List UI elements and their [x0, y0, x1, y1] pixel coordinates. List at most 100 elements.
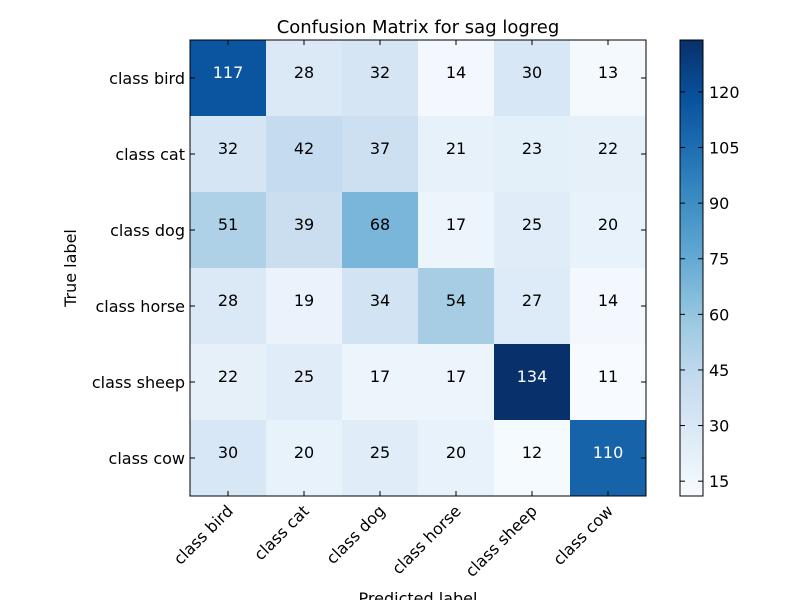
y-tick-label: class dog: [110, 221, 185, 240]
heatmap-cell: [494, 116, 571, 193]
heatmap-cell: [418, 268, 495, 345]
heatmap-cell: [342, 116, 419, 193]
heatmap-cell: [570, 420, 647, 497]
cell-value: 12: [522, 443, 542, 462]
cell-value: 14: [598, 291, 618, 310]
x-tick-label: class dog: [322, 501, 388, 567]
cell-value: 39: [294, 215, 314, 234]
chart-title: Confusion Matrix for sag logreg: [277, 17, 560, 38]
heatmap-cell: [190, 40, 267, 117]
x-tick-label: class cow: [549, 501, 617, 569]
cell-value: 32: [218, 139, 238, 158]
heatmap-cell: [190, 192, 267, 269]
heatmap-cell: [494, 420, 571, 497]
heatmap-cell: [418, 40, 495, 117]
heatmap-cell: [418, 420, 495, 497]
colorbar-ticks: 15 30 45 60 75 90 105 120: [680, 83, 740, 491]
cell-value: 110: [593, 443, 624, 462]
heatmap-cell: [342, 40, 419, 117]
cell-value: 51: [218, 215, 238, 234]
colorbar-tick-label: 15: [709, 472, 729, 491]
heatmap-cell: [418, 192, 495, 269]
cell-value: 25: [294, 367, 314, 386]
heatmap-cell: [570, 344, 647, 421]
heatmap-cell: [570, 40, 647, 117]
cell-value: 30: [522, 63, 542, 82]
heatmap-cell: [418, 344, 495, 421]
heatmap-cell: [570, 192, 647, 269]
cell-value: 20: [446, 443, 466, 462]
cell-value: 28: [294, 63, 314, 82]
cell-value: 22: [598, 139, 618, 158]
cell-value: 28: [218, 291, 238, 310]
y-axis-label: True label: [61, 229, 80, 308]
cell-value: 134: [517, 367, 548, 386]
colorbar-tick-label: 90: [709, 194, 729, 213]
cell-value: 37: [370, 139, 390, 158]
heatmap-cell: [342, 420, 419, 497]
heatmap-cell: [342, 268, 419, 345]
cell-value: 21: [446, 139, 466, 158]
cell-value: 13: [598, 63, 618, 82]
plot-frame: [189, 39, 647, 497]
cell-value: 17: [446, 215, 466, 234]
cell-value: 54: [446, 291, 466, 310]
cell-value-labels: 117 28 32 14 30 13 32 42 37 21 23 22 51 39 68 17 25 20 28 1…: [213, 63, 624, 462]
colorbar-tick-label: 75: [709, 250, 729, 269]
cell-value: 30: [218, 443, 238, 462]
y-tick-label: class horse: [96, 297, 186, 316]
cell-value: 34: [370, 291, 390, 310]
y-tick-label: class bird: [109, 69, 185, 88]
heatmap-cell: [494, 344, 571, 421]
colorbar-tick-label: 60: [709, 305, 729, 324]
heatmap-cell: [570, 268, 647, 345]
colorbar-tick-label: 120: [709, 83, 740, 102]
heatmap-cell: [418, 116, 495, 193]
cell-value: 25: [522, 215, 542, 234]
y-tick-label: class cat: [115, 145, 185, 164]
heatmap-cell: [266, 344, 343, 421]
heatmap-cell: [190, 268, 267, 345]
colorbar-tick-label: 105: [709, 139, 740, 158]
heatmap-cells: [190, 40, 647, 497]
cell-value: 117: [213, 63, 244, 82]
heatmap-cell: [494, 40, 571, 117]
x-tick-label: class bird: [170, 501, 237, 568]
colorbar-tick-label: 45: [709, 361, 729, 380]
cell-value: 68: [370, 215, 390, 234]
heatmap-cell: [190, 344, 267, 421]
x-tick-label: class sheep: [462, 501, 541, 580]
colorbar: [679, 39, 704, 497]
x-axis-label: Predicted label: [359, 589, 478, 600]
cell-value: 17: [370, 367, 390, 386]
heatmap-cell: [266, 268, 343, 345]
cell-value: 32: [370, 63, 390, 82]
cell-value: 22: [218, 367, 238, 386]
heatmap-cell: [190, 420, 267, 497]
heatmap-cell: [494, 192, 571, 269]
cell-value: 19: [294, 291, 314, 310]
cell-value: 20: [294, 443, 314, 462]
colorbar-tick-label: 30: [709, 417, 729, 436]
heatmap-cell: [266, 420, 343, 497]
cell-value: 20: [598, 215, 618, 234]
cell-value: 14: [446, 63, 466, 82]
x-tick-label: class horse: [388, 501, 465, 578]
heatmap-cell: [570, 116, 647, 193]
heatmap-cell: [266, 40, 343, 117]
y-axis-ticks: class bird class cat class dog class horse c…: [92, 69, 646, 468]
cell-value: 17: [446, 367, 466, 386]
cell-value: 42: [294, 139, 314, 158]
heatmap-cell: [494, 268, 571, 345]
heatmap-cell: [266, 116, 343, 193]
heatmap-cell: [266, 192, 343, 269]
cell-value: 27: [522, 291, 542, 310]
cell-value: 23: [522, 139, 542, 158]
cell-value: 25: [370, 443, 390, 462]
heatmap-cell: [190, 116, 267, 193]
y-tick-label: class sheep: [92, 373, 185, 392]
cell-value: 11: [598, 367, 618, 386]
heatmap-cell: [342, 344, 419, 421]
y-tick-label: class cow: [109, 449, 185, 468]
